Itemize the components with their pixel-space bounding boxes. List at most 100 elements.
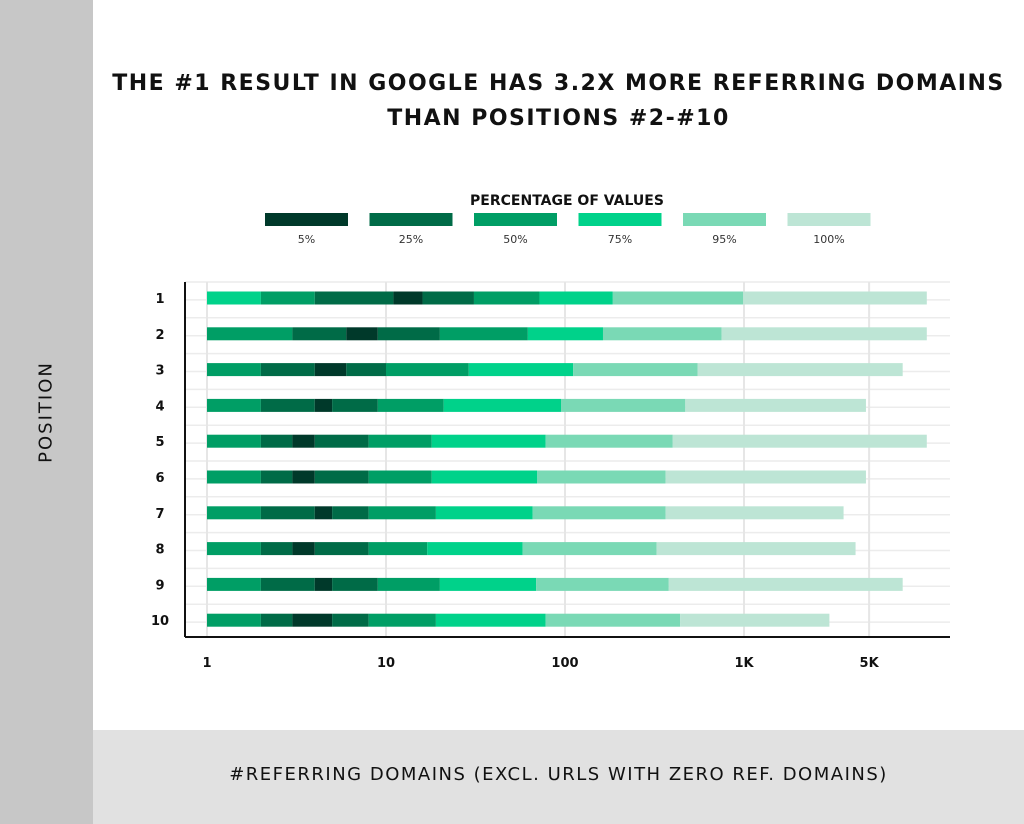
y-tick-label: 1 — [155, 292, 164, 307]
y-tick-label: 10 — [151, 614, 169, 629]
bar-segment-p50 — [368, 470, 432, 484]
bar-segment-p75 — [468, 363, 574, 377]
bar-segment-p50 — [473, 291, 540, 305]
bar-segment-p50 — [377, 577, 440, 591]
bar-segment-p5 — [393, 291, 423, 305]
y-tick-label: 4 — [155, 399, 164, 414]
bar-segment-p5 — [314, 577, 333, 591]
bar-segment-p50 — [207, 327, 293, 341]
bar-segment-p25 — [332, 398, 378, 412]
legend-swatch-p25 — [369, 213, 453, 226]
bar-segment-p25 — [422, 291, 474, 305]
bar-segment-p50 — [368, 613, 436, 627]
bar-segment-p75 — [431, 434, 546, 448]
bar-segment-p95 — [573, 363, 698, 377]
bar-segment-p50 — [207, 398, 261, 412]
bar-segment-p25 — [292, 327, 347, 341]
bar-segment-p75 — [439, 577, 537, 591]
bar-segment-p50 — [368, 542, 428, 556]
bar-segment-p75 — [539, 291, 613, 305]
y-tick-label: 3 — [155, 364, 164, 379]
x-tick-label: 10 — [377, 656, 395, 671]
bar-segment-p50 — [207, 506, 261, 520]
bar-segment-p95 — [561, 398, 686, 412]
y-tick-label: 2 — [155, 328, 164, 343]
bar-segment-p5 — [314, 506, 333, 520]
legend-label-p25: 25% — [399, 233, 423, 246]
bar-segment-p5 — [314, 363, 347, 377]
legend-label-p5: 5% — [298, 233, 315, 246]
bar-segment-p75 — [443, 398, 562, 412]
x-tick-label: 100 — [551, 656, 578, 671]
bar-segment-p50 — [368, 506, 436, 520]
bar-segment-p100 — [721, 327, 927, 341]
legend-swatch-p95 — [683, 213, 766, 226]
bar-segment-p100 — [665, 506, 844, 520]
bar-segment-p5 — [292, 613, 333, 627]
y-tick-label: 8 — [155, 543, 164, 558]
legend-label-p95: 95% — [712, 233, 736, 246]
bar-segment-p25 — [260, 434, 293, 448]
bar-segment-p75 — [431, 470, 538, 484]
bar-segment-p50 — [207, 363, 261, 377]
bar-segment-p25 — [377, 327, 440, 341]
bar-segment-p25 — [260, 613, 293, 627]
x-tick-label: 1K — [734, 656, 754, 671]
bar-segment-p50 — [207, 542, 261, 556]
bar-segment-p25 — [260, 470, 293, 484]
bar-segment-p100 — [697, 363, 903, 377]
bar-segment-p25 — [260, 577, 315, 591]
bar-segment-p25 — [260, 506, 315, 520]
bar-segment-p50 — [207, 577, 261, 591]
bar-segment-p50 — [368, 434, 432, 448]
bar-segment-p95 — [612, 291, 744, 305]
x-axis-label: #REFERRING DOMAINS (EXCL. URLS WITH ZERO… — [229, 764, 888, 785]
bar-segment-p25 — [260, 363, 315, 377]
bar-segment-p100 — [672, 434, 927, 448]
bar-segment-p5 — [346, 327, 378, 341]
legend-label-p75: 75% — [608, 233, 632, 246]
bar-segment-p75 — [427, 542, 523, 556]
bar-segment-p100 — [680, 613, 830, 627]
bar-segment-p95 — [536, 577, 669, 591]
bar-segment-p25 — [260, 542, 293, 556]
x-tick-label: 5K — [860, 656, 880, 671]
bar-segment-p25 — [314, 542, 369, 556]
bar-segment-p50 — [386, 363, 469, 377]
bar-segment-p100 — [668, 577, 903, 591]
bar-segment-p25 — [332, 577, 378, 591]
x-tick-label: 1 — [202, 656, 211, 671]
bar-segment-p5 — [292, 434, 315, 448]
bar-segment-p100 — [743, 291, 927, 305]
y-tick-label: 7 — [155, 507, 164, 522]
bar-segment-p95 — [545, 613, 681, 627]
bar-segment-p50 — [207, 470, 261, 484]
bar-segment-p75 — [435, 613, 546, 627]
bar-segment-p25 — [346, 363, 386, 377]
bar-segment-p25 — [332, 506, 369, 520]
bar-segment-p95 — [532, 506, 666, 520]
legend-swatch-p50 — [474, 213, 557, 226]
legend-label-p100: 100% — [813, 233, 844, 246]
bar-segment-p5 — [314, 398, 333, 412]
bar-segment-p75 — [435, 506, 533, 520]
legend-swatch-p5 — [265, 213, 348, 226]
legend-label-p50: 50% — [503, 233, 527, 246]
bar-segment-p25 — [314, 291, 394, 305]
bar-segment-p5 — [292, 542, 315, 556]
bar-segment-p50 — [260, 291, 315, 305]
y-tick-label: 5 — [155, 435, 164, 450]
bar-segment-p100 — [685, 398, 866, 412]
bar-segment-p5 — [292, 470, 315, 484]
bar-segment-p95 — [522, 542, 657, 556]
y-tick-label: 6 — [155, 471, 164, 486]
bar-segment-p25 — [314, 434, 369, 448]
bar-segment-p50 — [439, 327, 528, 341]
bottom-band — [93, 730, 1024, 824]
legend-swatch-p75 — [578, 213, 662, 226]
bar-segment-p25 — [314, 470, 369, 484]
bar-segment-p75 — [207, 291, 261, 305]
bar-segment-p95 — [545, 434, 673, 448]
bar-segment-p100 — [665, 470, 866, 484]
